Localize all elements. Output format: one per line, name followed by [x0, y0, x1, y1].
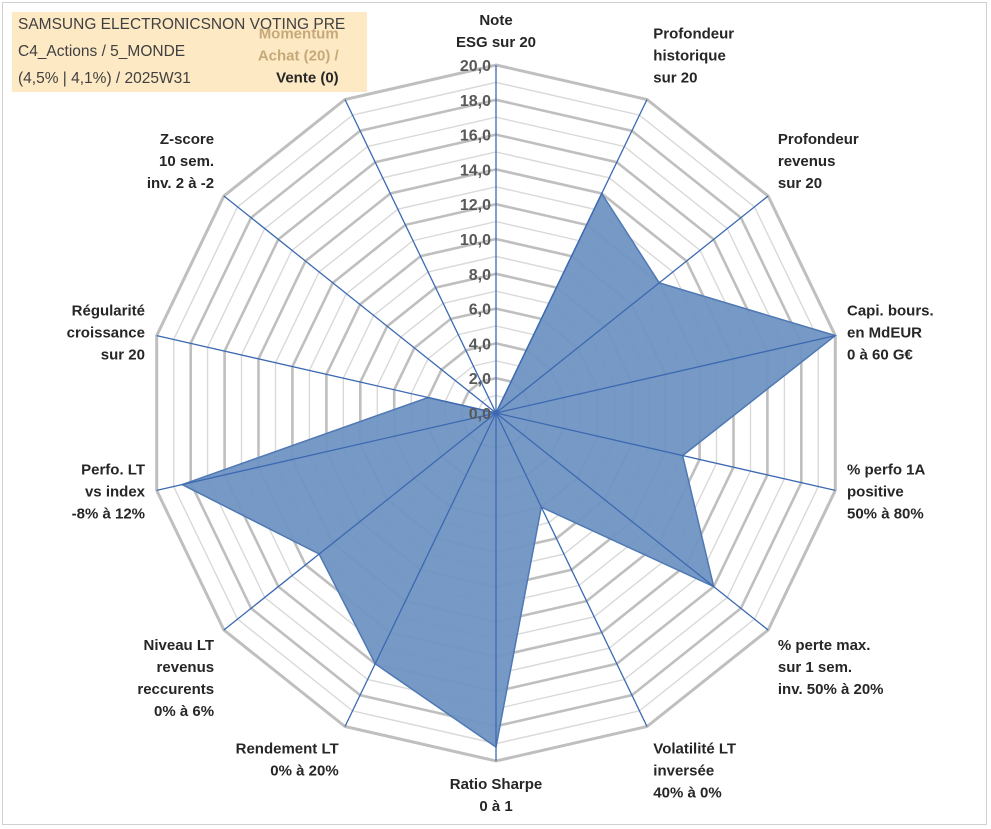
tick-label: 4,0	[469, 336, 491, 353]
axis-label: Régularité croissance sur 20	[67, 302, 145, 363]
axis-label: % perfo 1A positive 50% à 80%	[847, 462, 926, 523]
axis-label: Note ESG sur 20	[456, 12, 536, 51]
axis-label-line: sur 1 sem.	[778, 659, 852, 676]
chart-title-line3: (4,5% | 4,1%) / 2025W31	[18, 70, 191, 87]
axis-label-line: reccurents	[137, 681, 214, 698]
axis-label-line: positive	[847, 484, 904, 501]
axis-label-line: Profondeur	[653, 26, 734, 43]
tick-label: 6,0	[469, 302, 491, 319]
axis-spoke	[495, 99, 648, 414]
axis-labels: Note ESG sur 20 Profondeur historique sur 20…	[67, 12, 934, 815]
axis-label-line: inv. 2 à -2	[147, 175, 214, 192]
axis-spoke	[223, 412, 497, 631]
axis-label-line: Ratio Sharpe	[450, 776, 543, 793]
tick-label: 2,0	[469, 371, 491, 388]
tick-label: 16,0	[460, 128, 491, 145]
tick-label: 14,0	[460, 162, 491, 179]
axis-label-line: historique	[653, 48, 726, 65]
axis-label: Momentum Achat (20) / Vente (0)	[258, 26, 340, 87]
axis-label-line: Rendement LT	[236, 741, 339, 758]
axis-label-line: 0 à 60 G€	[847, 346, 914, 363]
axis-spoke	[495, 412, 836, 492]
axis-label-line: inversée	[653, 763, 714, 780]
tick-label: 18,0	[460, 93, 491, 110]
axis-label: Rendement LT 0% à 20%	[236, 741, 339, 780]
axis-label-line: revenus	[157, 659, 215, 676]
tick-label: 8,0	[469, 267, 491, 284]
axis-label-line: Volatilité LT	[653, 741, 736, 758]
axis-label-line: vs index	[85, 484, 146, 501]
axis-label-line: croissance	[67, 324, 145, 341]
axis-label-line: Perfo. LT	[81, 462, 145, 479]
chart-title-box: SAMSUNG ELECTRONICSNON VOTING PRE C4_Act…	[12, 12, 367, 92]
axis-label-line: inv. 50% à 20%	[778, 681, 884, 698]
axis-label-line: 0% à 6%	[154, 703, 214, 720]
axis-label: Niveau LT revenus reccurents 0% à 6%	[137, 637, 214, 720]
radial-tick-labels: 0,0 2,0 4,0 6,0 8,0 10,0 12,0 14,0 16,0 18,0 20,0	[460, 58, 491, 423]
axis-spoke	[495, 412, 769, 631]
axis-label: Capi. bours. en MdEUR 0 à 60 G€	[847, 302, 934, 363]
tick-label: 10,0	[460, 232, 491, 249]
axis-label-line: 0% à 20%	[270, 763, 338, 780]
radar-spokes	[156, 65, 836, 761]
axis-label-line: sur 20	[653, 70, 697, 87]
chart-title-line1: SAMSUNG ELECTRONICSNON VOTING PRE	[18, 16, 346, 33]
axis-label-line: Momentum	[259, 26, 339, 43]
tick-label: 20,0	[460, 58, 491, 75]
axis-label: Volatilité LT inversée 40% à 0%	[653, 741, 736, 802]
axis-label-line: Vente (0)	[276, 70, 339, 87]
axis-label-line: 50% à 80%	[847, 506, 924, 523]
axis-label-line: Z-score	[160, 131, 214, 148]
axis-spoke	[156, 412, 497, 492]
axis-label-line: 40% à 0%	[653, 785, 721, 802]
chart-title-line2: C4_Actions / 5_MONDE	[18, 43, 186, 60]
axis-label-line: Achat (20) /	[258, 48, 340, 65]
axis-label: Z-score 10 sem. inv. 2 à -2	[147, 131, 214, 192]
axis-spoke	[495, 334, 836, 414]
axis-label-line: % perfo 1A	[847, 462, 926, 479]
axis-label-line: % perte max.	[778, 637, 871, 654]
tick-label: 0,0	[469, 406, 491, 423]
axis-label-line: Régularité	[72, 302, 145, 319]
axis-label: Profondeur revenus sur 20	[778, 131, 859, 192]
axis-label-line: Profondeur	[778, 131, 859, 148]
axis-spoke	[156, 334, 497, 414]
axis-spoke	[495, 412, 648, 727]
axis-label: Perfo. LT vs index -8% à 12%	[72, 462, 146, 523]
axis-spoke	[344, 99, 497, 414]
axis-label-line: ESG sur 20	[456, 34, 536, 51]
axis-label-line: 0 à 1	[479, 798, 512, 815]
axis-label-line: sur 20	[101, 346, 145, 363]
axis-label-line: 10 sem.	[159, 153, 214, 170]
axis-spoke	[344, 412, 497, 727]
axis-label-line: Capi. bours.	[847, 302, 934, 319]
axis-label-line: sur 20	[778, 175, 822, 192]
axis-label-line: Niveau LT	[144, 637, 215, 654]
axis-label-line: Note	[479, 12, 512, 29]
axis-label-line: revenus	[778, 153, 836, 170]
axis-spoke	[223, 195, 497, 414]
tick-label: 12,0	[460, 197, 491, 214]
axis-label-line: en MdEUR	[847, 324, 922, 341]
axis-label-line: -8% à 12%	[72, 506, 145, 523]
axis-label: Ratio Sharpe 0 à 1	[450, 776, 543, 815]
axis-spoke	[495, 195, 769, 414]
axis-label: % perte max. sur 1 sem. inv. 50% à 20%	[778, 637, 884, 698]
axis-label: Profondeur historique sur 20	[653, 26, 734, 87]
